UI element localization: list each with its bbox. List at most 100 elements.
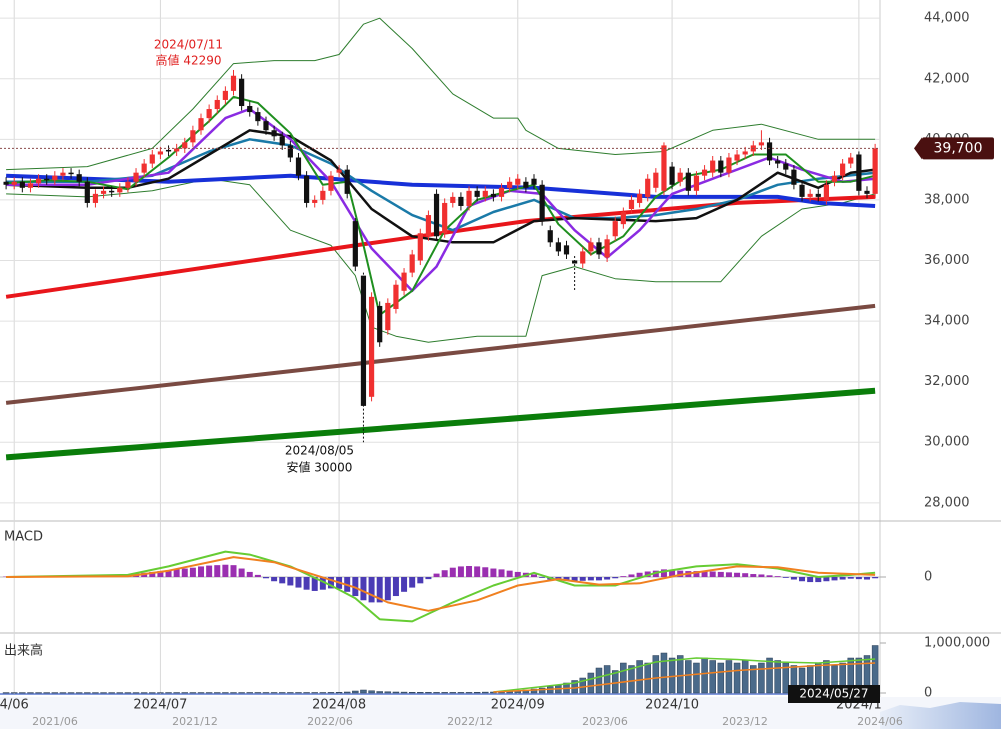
volume-bar bbox=[457, 692, 465, 694]
macd-bar bbox=[189, 567, 196, 577]
macd-bar bbox=[417, 577, 424, 584]
candle-body bbox=[807, 193, 813, 197]
volume-bar bbox=[10, 692, 18, 694]
macd-bar bbox=[352, 577, 359, 597]
macd-bar bbox=[506, 570, 513, 577]
candle-body bbox=[726, 157, 732, 173]
candle-body bbox=[653, 172, 659, 188]
volume-bar bbox=[116, 692, 124, 694]
last-price-box bbox=[922, 137, 994, 160]
candle-body bbox=[92, 193, 99, 203]
volume-bar bbox=[741, 660, 749, 694]
volume-bar bbox=[278, 692, 286, 694]
macd-bar bbox=[864, 577, 871, 580]
candle-body bbox=[312, 199, 318, 203]
ma-line bbox=[6, 178, 876, 343]
candle-body bbox=[165, 149, 172, 152]
candle-body bbox=[198, 118, 204, 131]
plot bbox=[0, 17, 880, 694]
candle-body bbox=[766, 142, 773, 161]
ma-line bbox=[6, 17, 876, 171]
macd-bar bbox=[262, 577, 269, 579]
volume-bar bbox=[214, 692, 221, 694]
volume-bar bbox=[59, 692, 67, 694]
candle-body bbox=[490, 193, 497, 197]
candle-body bbox=[572, 260, 578, 264]
candle-body bbox=[328, 175, 334, 191]
candle-body bbox=[44, 178, 50, 181]
macd-bar bbox=[376, 577, 383, 603]
ma-line bbox=[5, 303, 876, 405]
candle-body bbox=[368, 296, 375, 397]
macd-bar bbox=[734, 572, 741, 577]
macd-bar bbox=[514, 571, 521, 577]
macd-bar bbox=[181, 568, 188, 577]
macd-bar bbox=[717, 571, 724, 577]
volume-bar bbox=[140, 692, 148, 694]
macd-bar bbox=[709, 571, 716, 577]
candle-body bbox=[507, 181, 513, 188]
volume-bar bbox=[733, 662, 741, 694]
macd-bar bbox=[628, 574, 635, 577]
candle-body bbox=[425, 215, 432, 237]
volume-bar bbox=[287, 692, 294, 694]
macd-bar bbox=[319, 577, 326, 590]
candle-body bbox=[206, 109, 212, 119]
macd-bar bbox=[474, 566, 481, 577]
ma-line bbox=[6, 95, 876, 316]
volume-bar bbox=[530, 688, 538, 694]
candle-body bbox=[141, 163, 147, 173]
candle-body bbox=[84, 181, 90, 203]
candle-body bbox=[701, 169, 708, 176]
candle-body bbox=[515, 178, 521, 185]
candle-body bbox=[523, 181, 529, 188]
candle-body bbox=[60, 172, 66, 176]
volume-bar bbox=[628, 665, 635, 694]
candle-body bbox=[352, 221, 358, 267]
candle-body bbox=[482, 190, 488, 197]
date-tag-box bbox=[788, 685, 880, 703]
annotation: 高値 42290 bbox=[156, 53, 222, 68]
candle-body bbox=[344, 169, 350, 194]
grid bbox=[0, 0, 886, 694]
candle-body bbox=[125, 181, 131, 188]
volume-bar bbox=[473, 692, 481, 694]
macd-bar bbox=[612, 577, 619, 579]
macd-bar bbox=[173, 569, 180, 577]
volume-bar bbox=[368, 690, 375, 694]
candle-body bbox=[230, 75, 237, 91]
macd-bar bbox=[595, 577, 602, 581]
volume-bar bbox=[701, 657, 708, 694]
candle-body bbox=[239, 78, 245, 107]
candle-body bbox=[100, 190, 107, 194]
macd-bar bbox=[636, 572, 643, 577]
candle-body bbox=[645, 178, 651, 197]
macd-bar bbox=[246, 571, 253, 577]
macd-bar bbox=[815, 577, 822, 583]
volume-bar bbox=[433, 692, 440, 694]
candle-body bbox=[68, 172, 74, 175]
y-tick-label: 0 bbox=[924, 686, 932, 701]
annotation: 2024/08/05 bbox=[285, 444, 354, 458]
y-tick-label: 38,000 bbox=[924, 192, 970, 207]
volume-bar bbox=[652, 655, 660, 694]
volume-bar bbox=[725, 660, 733, 694]
volume-bar bbox=[392, 691, 400, 694]
navigator-label: 2023/06 bbox=[582, 715, 628, 728]
volume-bar bbox=[303, 692, 310, 694]
ma-line bbox=[493, 657, 876, 693]
macd-bar bbox=[847, 577, 854, 579]
macd-bar bbox=[482, 567, 489, 577]
y-tick-label: 32,000 bbox=[924, 374, 970, 389]
macd-bar bbox=[214, 565, 221, 577]
volume-bar bbox=[205, 692, 213, 694]
macd-bar bbox=[222, 564, 229, 577]
ma-line bbox=[6, 129, 876, 244]
volume-bar bbox=[676, 655, 684, 694]
macd-bar bbox=[701, 571, 708, 577]
volume-bar bbox=[611, 670, 619, 694]
candle-body bbox=[856, 154, 862, 191]
volume-bar bbox=[84, 692, 91, 694]
macd-bar bbox=[392, 577, 399, 597]
candle-body bbox=[531, 178, 537, 185]
